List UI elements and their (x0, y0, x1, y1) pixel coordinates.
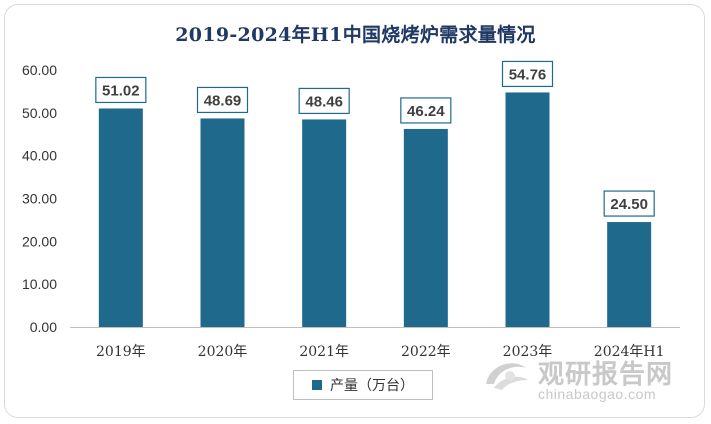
data-label: 24.50 (603, 190, 655, 217)
x-tick-label: 2021年 (299, 344, 349, 360)
y-tick-label: 10.00 (22, 276, 57, 292)
y-tick-label: 60.00 (22, 62, 57, 78)
y-axis: 0.00 10.00 20.00 30.00 40.00 50.00 60.00 (22, 62, 57, 335)
bar (200, 118, 245, 327)
data-label-box (501, 60, 554, 88)
data-label-text: 46.24 (407, 103, 445, 120)
legend: 产量（万台） (293, 370, 433, 400)
data-label: 46.24 (400, 97, 452, 124)
data-label-text: 48.46 (305, 93, 343, 110)
x-tick-label: 2024年H1 (594, 344, 665, 360)
data-label-box (196, 86, 249, 114)
bar (403, 128, 448, 327)
y-tick-label: 40.00 (22, 148, 57, 164)
data-label: 48.46 (298, 87, 350, 115)
y-tick-label: 20.00 (22, 233, 57, 249)
y-tick-label: 0.00 (30, 319, 57, 335)
data-label-box (95, 76, 147, 104)
x-tick-label: 2020年 (198, 344, 248, 360)
data-label-box (298, 87, 350, 115)
data-label-text: 24.50 (610, 196, 648, 213)
legend-swatch (312, 380, 322, 390)
data-labels-group: 51.02 48.69 48.46 46.24 54.76 24.50 (95, 60, 655, 217)
data-label: 48.69 (196, 86, 249, 114)
bar (98, 108, 143, 328)
bar (505, 92, 550, 327)
x-tick-label: 2022年 (401, 344, 451, 360)
x-tick-labels-group: 2019年 2020年 2021年 2022年 2023年 2024年H1 (96, 344, 665, 360)
y-tick-label: 30.00 (22, 191, 57, 207)
y-tick-label: 50.00 (22, 105, 57, 121)
bar (302, 119, 347, 328)
legend-label: 产量（万台） (330, 378, 414, 394)
chart-title: 2019-2024年H1中国烧烤炉需求量情况 (175, 24, 536, 46)
data-label-box (603, 190, 655, 217)
x-tick-label: 2023年 (503, 344, 553, 360)
data-label-text: 48.69 (204, 92, 242, 109)
data-label-text: 51.02 (102, 82, 140, 99)
data-label-box (400, 97, 452, 124)
data-label: 51.02 (95, 76, 147, 104)
data-label: 54.76 (501, 60, 554, 88)
data-label-text: 54.76 (509, 66, 547, 83)
bars-group (98, 92, 652, 328)
bar (607, 222, 652, 327)
x-tick-label: 2019年 (96, 344, 146, 360)
